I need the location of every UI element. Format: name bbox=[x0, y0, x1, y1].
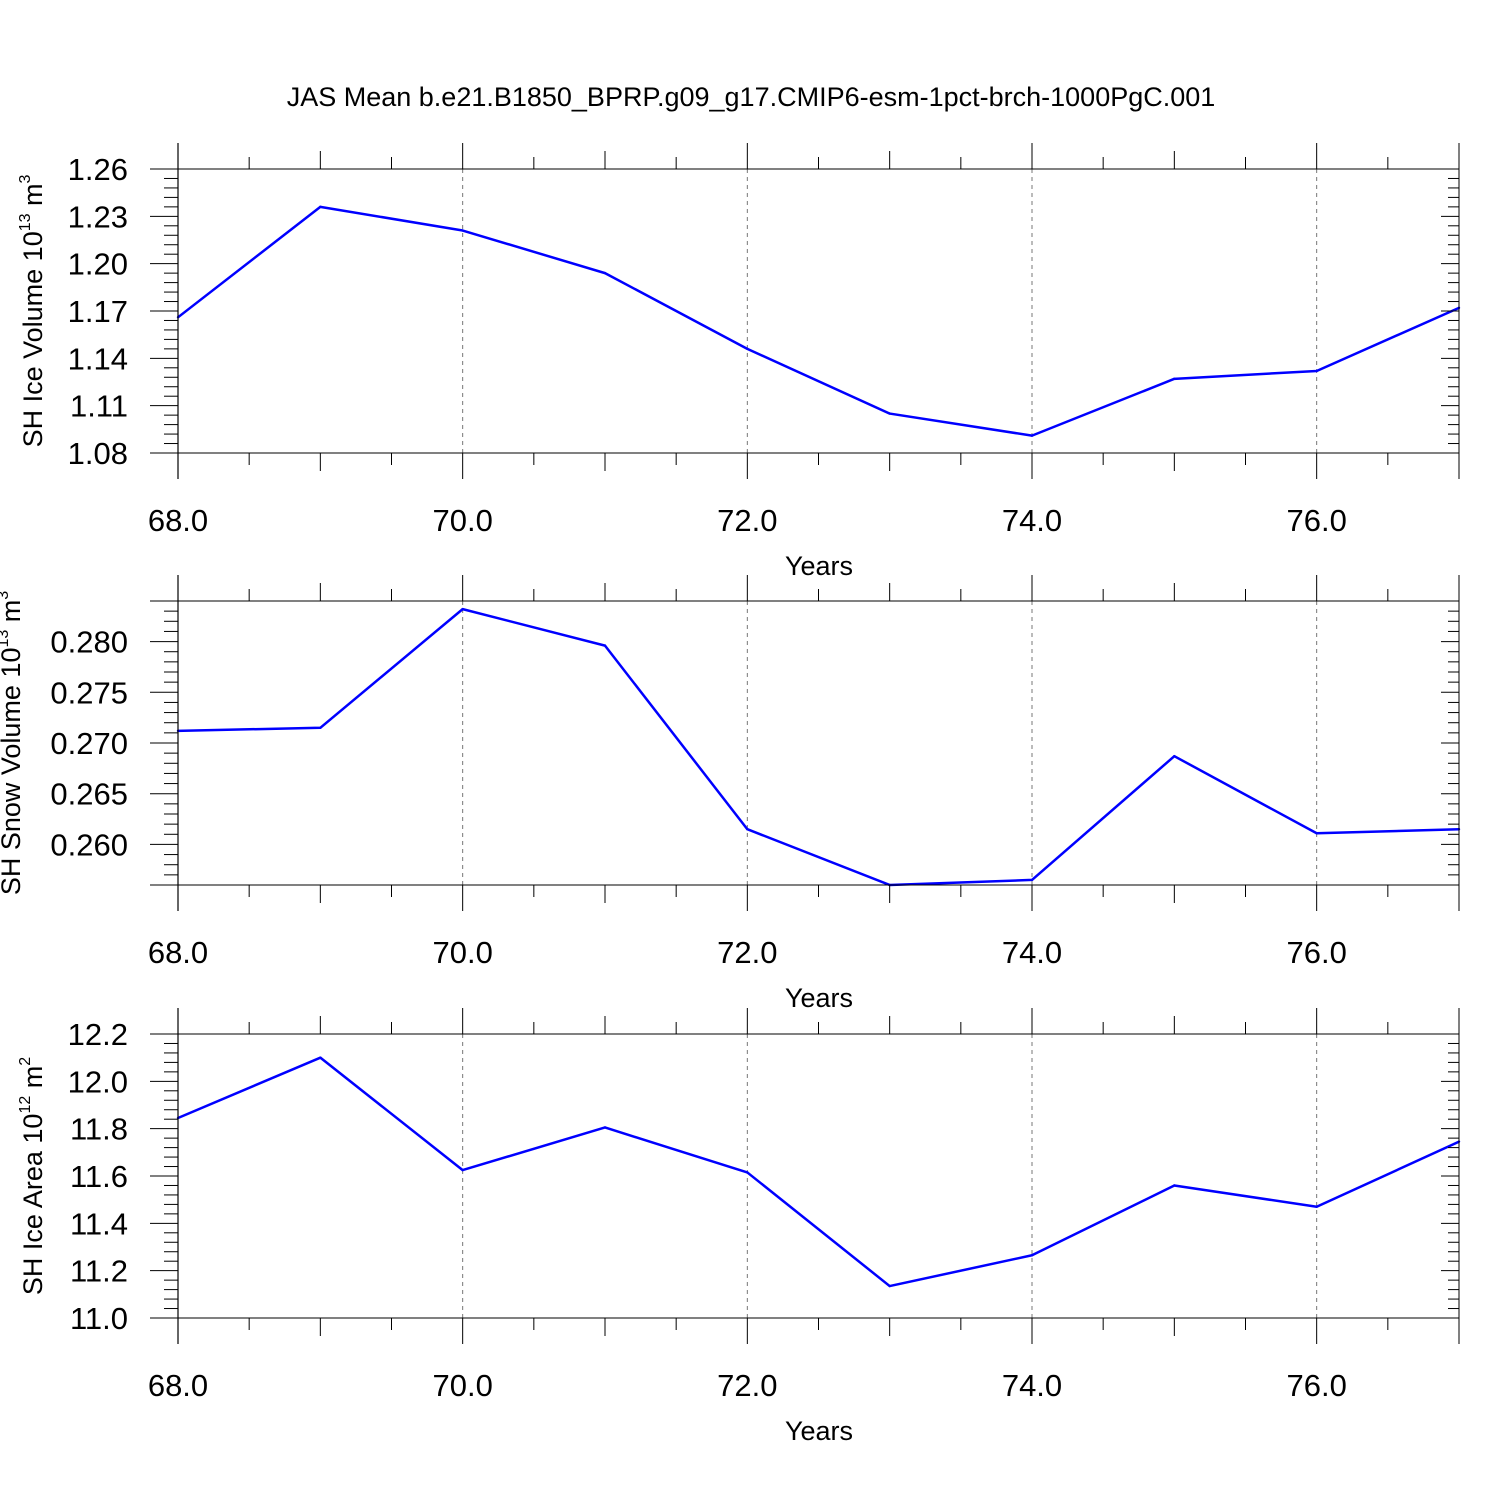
series-line bbox=[177, 607, 1460, 887]
data-point bbox=[1173, 754, 1176, 758]
data-point bbox=[1315, 832, 1318, 835]
y-tick-label: 1.14 bbox=[68, 341, 128, 376]
y-axis-label-unit-exponent: 2 bbox=[17, 1057, 34, 1066]
y-tick-label: 1.17 bbox=[68, 294, 128, 329]
panel-ice-volume: 68.0 70.0 72.0 74.0 76.0 Years 1.08 1.11 1.14 1.1… bbox=[17, 143, 1461, 581]
data-point bbox=[461, 607, 464, 611]
y-tick-label: 1.26 bbox=[68, 152, 128, 187]
data-point bbox=[1030, 434, 1034, 437]
y-tick-label: 0.280 bbox=[50, 625, 128, 660]
y-tick-label: 11.8 bbox=[70, 1112, 128, 1147]
data-point bbox=[1030, 1254, 1034, 1257]
data-point bbox=[603, 271, 607, 275]
x-tick-label: 76.0 bbox=[1286, 935, 1346, 970]
data-point bbox=[461, 229, 464, 232]
y-axis-label-unit: m bbox=[18, 1066, 48, 1096]
y-tick-label: 0.275 bbox=[50, 675, 128, 710]
y-tick-label: 11.6 bbox=[70, 1159, 128, 1194]
x-tick-label: 70.0 bbox=[432, 935, 492, 970]
y-tick-label: 11.2 bbox=[70, 1254, 128, 1289]
panel-ice-area: 68.0 70.0 72.0 74.0 76.0 Years 11.0 11.2 11.4 11.… bbox=[17, 1008, 1461, 1446]
x-axis-label: Years bbox=[785, 983, 853, 1013]
y-tick-label: 0.260 bbox=[50, 827, 128, 862]
y-axis-label-main: SH Ice Volume 10 bbox=[18, 231, 48, 447]
y-axis-label: SH Ice Area 1012 m2 bbox=[17, 1057, 48, 1295]
panel-snow-volume: 68.0 70.0 72.0 74.0 76.0 Years 0.260 0.265 0.270… bbox=[0, 575, 1461, 1013]
y-axis-label: SH Snow Volume 1013 m3 bbox=[0, 591, 26, 895]
y-axis-label-main: SH Ice Area 10 bbox=[18, 1114, 48, 1296]
x-axis-label: Years bbox=[785, 551, 853, 581]
x-tick-label: 72.0 bbox=[717, 935, 777, 970]
data-point bbox=[319, 726, 322, 729]
x-tick-label: 74.0 bbox=[1002, 935, 1062, 970]
x-tick-label: 68.0 bbox=[148, 503, 208, 538]
y-tick-label: 12.2 bbox=[68, 1017, 128, 1052]
data-point bbox=[1173, 377, 1176, 381]
data-point bbox=[1315, 369, 1318, 373]
series-line bbox=[177, 205, 1460, 437]
data-point bbox=[746, 1171, 749, 1174]
data-point bbox=[461, 1168, 464, 1172]
data-point bbox=[746, 828, 749, 831]
y-tick-label: 1.08 bbox=[68, 436, 128, 471]
data-point bbox=[888, 1284, 891, 1288]
y-tick-label: 1.20 bbox=[68, 247, 128, 282]
data-point bbox=[603, 644, 607, 647]
x-tick-label: 72.0 bbox=[717, 1368, 777, 1403]
data-point bbox=[746, 347, 749, 351]
y-axis-label-unit-exponent: 3 bbox=[17, 174, 34, 183]
x-tick-label: 76.0 bbox=[1286, 1368, 1346, 1403]
y-tick-label: 0.265 bbox=[50, 777, 128, 812]
x-axis-label: Years bbox=[785, 1416, 853, 1446]
y-axis-label: SH Ice Volume 1013 m3 bbox=[17, 174, 48, 447]
x-tick-label: 70.0 bbox=[432, 503, 492, 538]
series-line bbox=[177, 1056, 1460, 1288]
data-point bbox=[319, 205, 322, 209]
data-point bbox=[1315, 1205, 1318, 1208]
y-tick-label: 11.0 bbox=[70, 1301, 128, 1336]
y-axis-label-exponent: 13 bbox=[17, 213, 34, 231]
y-axis-label-main: SH Snow Volume 10 bbox=[0, 648, 26, 896]
y-axis-label-exponent: 13 bbox=[0, 630, 12, 648]
x-tick-label: 76.0 bbox=[1286, 503, 1346, 538]
data-point bbox=[319, 1056, 322, 1059]
y-tick-label: 1.11 bbox=[70, 389, 128, 424]
x-tick-label: 70.0 bbox=[432, 1368, 492, 1403]
x-tick-label: 68.0 bbox=[148, 1368, 208, 1403]
y-tick-label: 1.23 bbox=[68, 199, 128, 234]
chart-title: JAS Mean b.e21.B1850_BPRP.g09_g17.CMIP6-… bbox=[287, 82, 1216, 112]
x-tick-label: 74.0 bbox=[1002, 1368, 1062, 1403]
y-axis-label-unit: m bbox=[0, 600, 26, 630]
data-point bbox=[1173, 1184, 1176, 1187]
y-axis-label-unit-exponent: 3 bbox=[0, 591, 12, 600]
x-tick-label: 68.0 bbox=[148, 935, 208, 970]
data-point bbox=[1030, 878, 1034, 882]
y-tick-label: 0.270 bbox=[50, 726, 128, 761]
y-tick-label: 12.0 bbox=[68, 1064, 128, 1099]
data-point bbox=[888, 412, 891, 415]
data-point bbox=[603, 1126, 607, 1129]
x-tick-label: 74.0 bbox=[1002, 503, 1062, 538]
y-axis-label-exponent: 12 bbox=[17, 1096, 34, 1114]
x-tick-label: 72.0 bbox=[717, 503, 777, 538]
y-axis-label-unit: m bbox=[18, 183, 48, 213]
y-tick-label: 11.4 bbox=[70, 1206, 128, 1241]
